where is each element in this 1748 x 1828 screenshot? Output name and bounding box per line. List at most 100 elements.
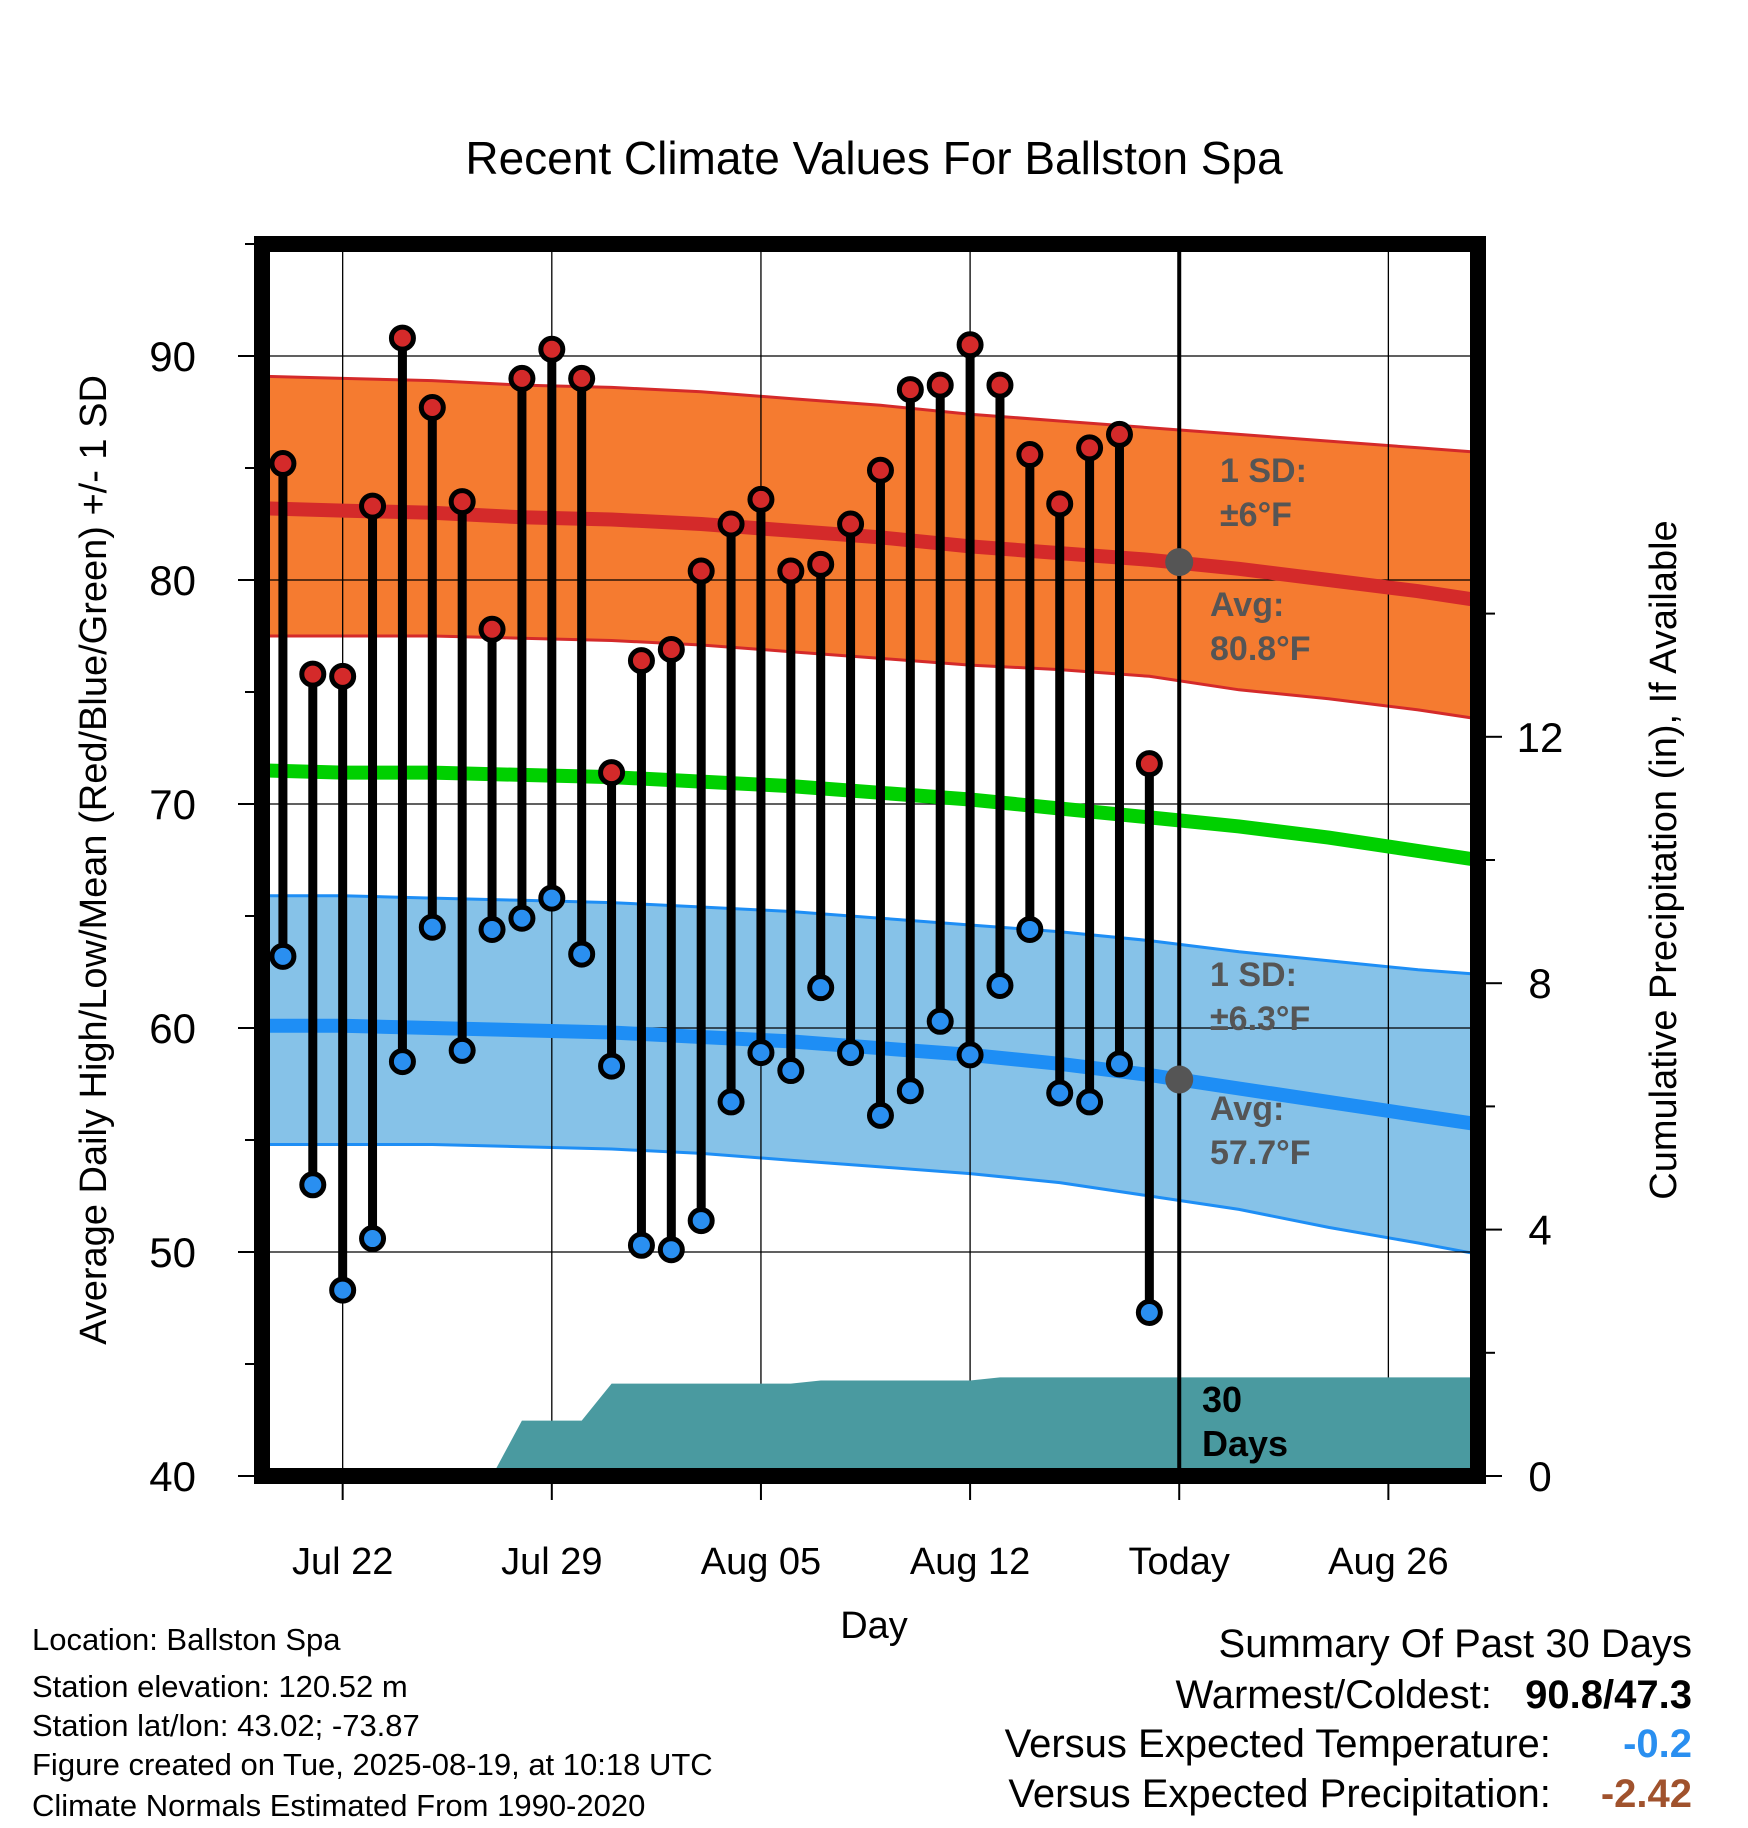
summary-temp-label: Versus Expected Temperature: bbox=[1004, 1722, 1551, 1766]
low-point bbox=[807, 974, 835, 1002]
low-lower-edge bbox=[262, 1143, 1479, 1256]
low-point bbox=[329, 1276, 357, 1304]
high-avg-value: 80.8°F bbox=[1210, 630, 1311, 668]
low-point bbox=[687, 1207, 715, 1235]
high-avg-label: Avg: bbox=[1210, 586, 1284, 624]
high-point bbox=[657, 635, 685, 663]
high-point bbox=[388, 324, 416, 352]
low-sd-label: 1 SD: bbox=[1210, 956, 1297, 994]
plot-frame bbox=[254, 236, 1486, 1484]
footer-location: Location: Ballston Spa bbox=[32, 1622, 341, 1657]
period-number: 30 bbox=[1202, 1379, 1242, 1420]
summary-title: Summary Of Past 30 Days bbox=[1218, 1622, 1692, 1666]
x-tick-label: Today bbox=[1129, 1541, 1230, 1583]
low-sd-value: ±6.3°F bbox=[1210, 1000, 1310, 1038]
low-point bbox=[478, 915, 506, 943]
high-point bbox=[1046, 490, 1074, 518]
low-point bbox=[538, 884, 566, 912]
x-tick-label: Aug 26 bbox=[1328, 1541, 1448, 1583]
low-point bbox=[986, 971, 1014, 999]
high-point bbox=[478, 615, 506, 643]
precipitation-area bbox=[492, 1377, 1479, 1476]
high-point bbox=[896, 376, 924, 404]
high-point bbox=[299, 660, 327, 688]
low-point bbox=[418, 913, 446, 941]
high-point bbox=[269, 450, 297, 478]
precip-area bbox=[492, 1377, 1479, 1476]
high-point bbox=[926, 371, 954, 399]
low-point bbox=[448, 1036, 476, 1064]
high-point bbox=[359, 492, 387, 520]
low-point bbox=[359, 1225, 387, 1253]
y2-tick-label: 12 bbox=[1517, 714, 1564, 761]
low-point bbox=[747, 1039, 775, 1067]
y2-tick-label: 4 bbox=[1528, 1207, 1551, 1254]
low-point bbox=[926, 1007, 954, 1035]
high-point bbox=[418, 394, 446, 422]
low-point bbox=[657, 1236, 685, 1264]
high-point bbox=[986, 371, 1014, 399]
y-tick-label: 50 bbox=[149, 1229, 196, 1276]
low-point bbox=[896, 1077, 924, 1105]
x-tick-label: Jul 22 bbox=[292, 1541, 393, 1583]
summary-warm-cold: Warmest/Coldest: 90.8/47.3 bbox=[1175, 1673, 1692, 1718]
y-tick-label: 60 bbox=[149, 1005, 196, 1052]
high-point bbox=[717, 510, 745, 538]
high-upper-edge bbox=[261, 374, 1479, 454]
high-point bbox=[866, 456, 894, 484]
mean-normal-line bbox=[261, 763, 1480, 867]
y2-axis-label: Cumulative Precipitation (in), If Availa… bbox=[1643, 520, 1685, 1199]
x-axis-label: Day bbox=[840, 1605, 908, 1647]
left-y-axis: 40 50 60 70 80 90 bbox=[149, 243, 254, 1500]
low-point bbox=[388, 1048, 416, 1076]
low-point bbox=[1046, 1079, 1074, 1107]
daily-range-bars bbox=[278, 338, 1154, 1313]
footer-created: Figure created on Tue, 2025-08-19, at 10… bbox=[32, 1747, 713, 1782]
summary-warm-cold-label: Warmest/Coldest: bbox=[1175, 1673, 1492, 1717]
y-tick-label: 90 bbox=[149, 333, 196, 380]
x-tick-label: Jul 29 bbox=[501, 1541, 602, 1583]
high-point bbox=[508, 364, 536, 392]
summary-warm-cold-value: 90.8/47.3 bbox=[1525, 1673, 1692, 1717]
high-point bbox=[777, 557, 805, 585]
high-point bbox=[687, 557, 715, 585]
chart-title: Recent Climate Values For Ballston Spa bbox=[465, 132, 1283, 184]
low-point bbox=[269, 942, 297, 970]
y2-tick-label: 0 bbox=[1528, 1453, 1551, 1500]
high-sd-value: ±6°F bbox=[1220, 496, 1292, 534]
high-point bbox=[329, 662, 357, 690]
low-point bbox=[837, 1039, 865, 1067]
high-point bbox=[627, 647, 655, 675]
y-tick-label: 70 bbox=[149, 781, 196, 828]
low-point bbox=[627, 1231, 655, 1259]
high-point bbox=[1105, 420, 1133, 448]
high-point bbox=[598, 759, 626, 787]
high-point bbox=[1076, 434, 1104, 462]
high-point bbox=[448, 488, 476, 516]
chart-annotations: 1 SD: ±6°F Avg: 80.8°F 1 SD: ±6.3°F Avg:… bbox=[1202, 452, 1311, 1464]
summary-temp-value: -0.2 bbox=[1623, 1722, 1692, 1766]
summary-precip-label: Versus Expected Precipitation: bbox=[1008, 1772, 1551, 1816]
high-sd-band bbox=[262, 376, 1478, 719]
low-point bbox=[299, 1171, 327, 1199]
low-point bbox=[568, 940, 596, 968]
high-point bbox=[956, 331, 984, 359]
low-point bbox=[1135, 1298, 1163, 1326]
high-point bbox=[807, 550, 835, 578]
high-point bbox=[1135, 750, 1163, 778]
high-point bbox=[837, 510, 865, 538]
low-point bbox=[1076, 1088, 1104, 1116]
low-point bbox=[508, 904, 536, 932]
low-avg-value: 57.7°F bbox=[1210, 1134, 1311, 1172]
high-point bbox=[538, 335, 566, 363]
footer-elevation: Station elevation: 120.52 m bbox=[32, 1669, 408, 1704]
low-point bbox=[598, 1052, 626, 1080]
high-today-dot bbox=[1165, 548, 1194, 577]
period-unit: Days bbox=[1202, 1423, 1288, 1464]
summary-precip-value: -2.42 bbox=[1600, 1772, 1692, 1816]
high-sd-label: 1 SD: bbox=[1220, 452, 1307, 490]
right-y-axis: 0 4 8 12 bbox=[1486, 612, 1564, 1500]
plot-border bbox=[254, 236, 1486, 1484]
low-sd-band bbox=[262, 895, 1478, 1255]
